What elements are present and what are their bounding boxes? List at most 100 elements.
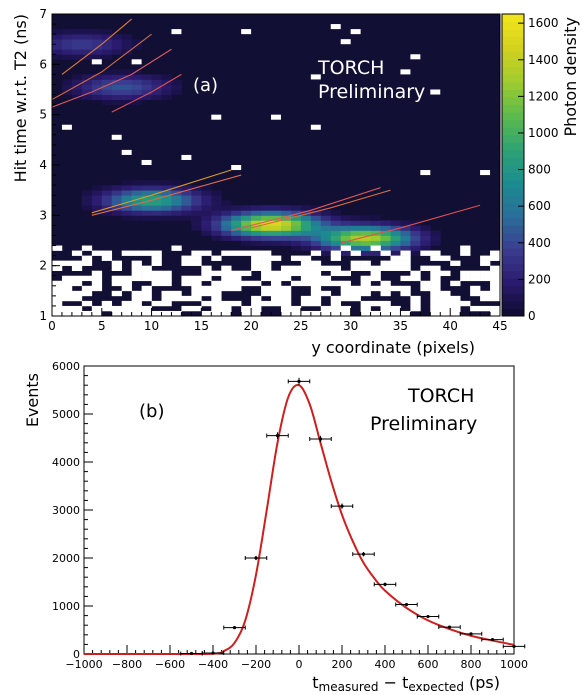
- colorbar-segment: [502, 225, 524, 234]
- panel-b: −1000 −800 −600 −400 −200 0 200 400 600 800 1000 0…: [23, 360, 528, 694]
- heatmap-bin: [390, 225, 401, 231]
- heatmap-bin: [121, 99, 133, 105]
- empty-bin: [400, 255, 411, 261]
- colorbar-segment: [502, 217, 524, 226]
- heatmap-bin: [310, 210, 322, 216]
- colorbar-tick-label: 1400: [528, 53, 559, 67]
- data-marker: [189, 651, 194, 656]
- empty-bin: [52, 300, 63, 307]
- heatmap-bin: [101, 99, 113, 105]
- empty-bin: [211, 280, 222, 287]
- empty-bin: [131, 265, 142, 271]
- empty-bin: [221, 310, 232, 317]
- heatmap-bin: [131, 79, 142, 85]
- empty-bin: [211, 285, 222, 292]
- empty-bin: [231, 270, 242, 277]
- empty-bin: [111, 310, 122, 317]
- empty-bin: [201, 265, 212, 271]
- heatmap-bin: [280, 230, 292, 236]
- empty-bin: [380, 290, 391, 297]
- colorbar-segment: [502, 172, 524, 181]
- heatmap-bin: [340, 235, 352, 241]
- heatmap-bin: [81, 49, 93, 55]
- empty-bin: [310, 265, 322, 271]
- empty-bin: [380, 265, 391, 271]
- empty-bin: [390, 310, 401, 317]
- empty-bin: [490, 285, 501, 292]
- empty-bin: [360, 310, 371, 317]
- empty-bin: [141, 250, 152, 256]
- empty-bin: [380, 310, 391, 317]
- heatmap-bin: [101, 39, 113, 45]
- heatmap-bin: [380, 220, 391, 226]
- colorbar-tick-label: 1600: [528, 16, 559, 30]
- empty-bin: [191, 305, 202, 312]
- colorbar: [501, 13, 525, 317]
- heatmap-bin: [151, 79, 162, 85]
- heatmap-bin: [300, 210, 312, 216]
- empty-bin: [300, 280, 312, 287]
- heatmap-bin: [131, 190, 142, 196]
- empty-bin: [251, 295, 262, 302]
- empty-bin: [261, 265, 272, 271]
- heatmap-bin: [320, 235, 332, 241]
- empty-bin: [251, 280, 262, 287]
- empty-bin: [201, 290, 212, 297]
- heatmap-bin: [241, 215, 252, 221]
- empty-bin: [241, 310, 252, 317]
- colorbar-segment: [502, 14, 524, 23]
- empty-bin: [450, 260, 461, 266]
- heatmap-bin: [151, 210, 162, 216]
- empty-bin: [490, 310, 501, 317]
- heatmap-bin: [101, 89, 113, 95]
- x-tick-label: 800: [461, 658, 482, 671]
- heatmap-bin: [161, 205, 172, 211]
- heatmap-bin: [380, 230, 391, 236]
- heatmap-bin: [151, 200, 162, 206]
- heatmap-bin: [400, 220, 411, 226]
- heatmap-bin: [400, 240, 411, 246]
- empty-bin: [430, 275, 441, 282]
- empty-bin: [370, 270, 381, 277]
- empty-bin: [350, 285, 361, 292]
- heatmap-bin: [330, 210, 342, 216]
- empty-bin: [121, 149, 132, 155]
- empty-bin: [400, 275, 411, 282]
- empty-bin: [191, 250, 202, 256]
- data-point: [201, 651, 225, 656]
- heatmap-bin: [350, 225, 362, 231]
- empty-bin: [470, 270, 481, 277]
- heatmap-bin: [101, 94, 113, 100]
- empty-bin: [201, 250, 212, 256]
- y-tick-label: 1000: [52, 600, 80, 613]
- heatmap-bin: [81, 34, 93, 40]
- heatmap-bin: [201, 225, 212, 231]
- empty-bin: [410, 275, 421, 282]
- heatmap-bin: [410, 235, 421, 241]
- heatmap-bin: [360, 220, 371, 226]
- heatmap-bin: [251, 220, 262, 226]
- empty-bin: [430, 89, 441, 95]
- empty-bin: [271, 285, 282, 292]
- empty-bin: [290, 280, 302, 287]
- empty-bin: [81, 300, 93, 307]
- heatmap-bin: [81, 74, 93, 80]
- panel-b-annotation-preliminary: Preliminary: [370, 413, 477, 435]
- empty-bin: [211, 270, 222, 277]
- heatmap-bin: [350, 215, 362, 221]
- empty-bin: [61, 275, 73, 282]
- empty-bin: [81, 275, 93, 282]
- heatmap-bin: [330, 245, 342, 251]
- heatmap-bin: [400, 235, 411, 241]
- empty-bin: [300, 275, 312, 282]
- heatmap-bin: [251, 225, 262, 231]
- heatmap-bin: [390, 235, 401, 241]
- heatmap-bin: [161, 195, 172, 201]
- empty-bin: [330, 250, 342, 256]
- empty-bin: [121, 310, 132, 317]
- empty-bin: [261, 260, 272, 266]
- data-marker: [469, 632, 473, 636]
- heatmap-bin: [171, 200, 182, 206]
- heatmap-bin: [151, 195, 162, 201]
